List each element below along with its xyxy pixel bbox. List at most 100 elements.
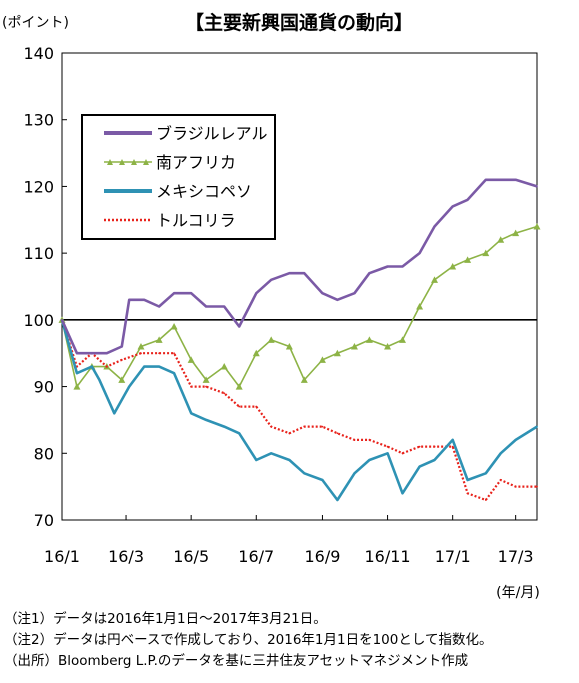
data-point: [514, 178, 517, 181]
data-point: [350, 343, 358, 350]
y-tick-label: 130: [23, 111, 54, 130]
data-point: [386, 265, 389, 268]
data-point: [105, 352, 108, 355]
data-point: [499, 452, 502, 455]
legend-marker: [131, 159, 137, 165]
data-point: [418, 445, 421, 448]
data-point: [205, 419, 208, 421]
data-point: [255, 292, 258, 295]
data-point: [158, 365, 161, 368]
currency-chart: 【主要新興国通貨の動向】 (ポイント) 70 80 90 100 110 120 130 14…: [2, 11, 541, 601]
data-point: [190, 385, 193, 388]
data-point: [533, 222, 541, 230]
data-point: [270, 278, 273, 281]
y-axis: 70 80 90 100 110 120 130 140: [23, 44, 67, 530]
data-point: [484, 499, 487, 501]
data-point: [90, 365, 93, 368]
data-point: [418, 252, 421, 255]
data-point: [353, 292, 356, 295]
data-point: [431, 276, 439, 283]
legend-label: ブラジルレアル: [156, 124, 268, 143]
data-point: [270, 452, 273, 455]
data-point: [288, 272, 291, 275]
data-point: [190, 412, 193, 415]
data-point: [353, 439, 356, 441]
data-point: [512, 229, 520, 237]
x-unit-label: (年/月): [496, 585, 540, 601]
data-point: [336, 432, 339, 435]
data-point: [514, 485, 517, 488]
data-point: [451, 205, 454, 208]
data-point: [76, 372, 78, 375]
data-point: [449, 262, 457, 270]
data-point: [143, 365, 146, 368]
data-point: [137, 343, 145, 350]
data-point: [288, 459, 291, 461]
series-3: [60, 318, 538, 502]
x-tick-label: 17/3: [498, 547, 534, 566]
data-point: [536, 425, 538, 428]
data-point: [252, 349, 260, 357]
data-point: [220, 363, 228, 370]
data-point: [368, 272, 371, 275]
legend-marker: [107, 159, 113, 165]
footnotes: （注1）データは2016年1月1日～2017年3月21日。 （注2）データは円ベ…: [4, 609, 492, 672]
data-point: [482, 249, 490, 257]
data-point: [536, 485, 538, 488]
data-point: [497, 236, 505, 243]
data-point: [484, 472, 487, 475]
data-point: [98, 379, 101, 381]
data-point: [202, 376, 210, 383]
data-point: [238, 432, 241, 435]
data-point: [336, 298, 339, 301]
legend-label: メキシコペソ: [156, 182, 252, 201]
data-point: [238, 325, 241, 328]
data-point: [173, 292, 175, 295]
x-tick-label: 16/1: [44, 547, 80, 566]
data-point: [401, 492, 404, 495]
data-point: [223, 425, 226, 428]
data-point: [120, 345, 123, 348]
y-tick-label: 100: [23, 311, 54, 330]
data-point: [143, 298, 146, 301]
data-point: [303, 272, 306, 275]
series-line: [60, 319, 537, 502]
chart-title: 【主要新興国通貨の動向】: [185, 11, 413, 34]
x-axis: 16/1 16/3 16/5 16/7 16/9 16/11 17/1 17/3: [44, 515, 534, 566]
data-point: [466, 492, 469, 495]
data-point: [73, 383, 81, 390]
data-point: [267, 336, 275, 343]
data-point: [368, 459, 371, 461]
data-point: [536, 185, 538, 188]
x-tick-label: 16/7: [238, 547, 274, 566]
legend-marker: [119, 159, 125, 165]
y-tick-label: 90: [34, 378, 54, 397]
data-point: [190, 292, 193, 295]
data-point: [451, 445, 454, 448]
legend-item: トルコリラ: [104, 211, 236, 230]
data-point: [120, 358, 123, 361]
y-tick-label: 110: [23, 244, 54, 263]
data-point: [433, 459, 436, 461]
data-point: [416, 303, 424, 310]
data-point: [255, 459, 258, 461]
data-point: [464, 256, 472, 263]
data-point: [128, 298, 131, 301]
data-point: [353, 472, 356, 475]
data-point: [321, 292, 324, 295]
legend-label: トルコリラ: [156, 211, 236, 230]
data-point: [368, 439, 371, 441]
data-point: [514, 439, 517, 441]
data-point: [113, 412, 116, 415]
data-point: [386, 445, 389, 448]
data-point: [303, 472, 306, 475]
data-point: [270, 425, 273, 428]
data-point: [155, 336, 163, 343]
data-point: [173, 372, 175, 375]
series-2: [60, 318, 538, 502]
x-tick-label: 16/5: [173, 547, 209, 566]
series-0: [60, 178, 538, 355]
legend-item: メキシコペソ: [104, 182, 252, 201]
y-tick-label: 120: [23, 177, 54, 196]
data-point: [205, 305, 208, 308]
